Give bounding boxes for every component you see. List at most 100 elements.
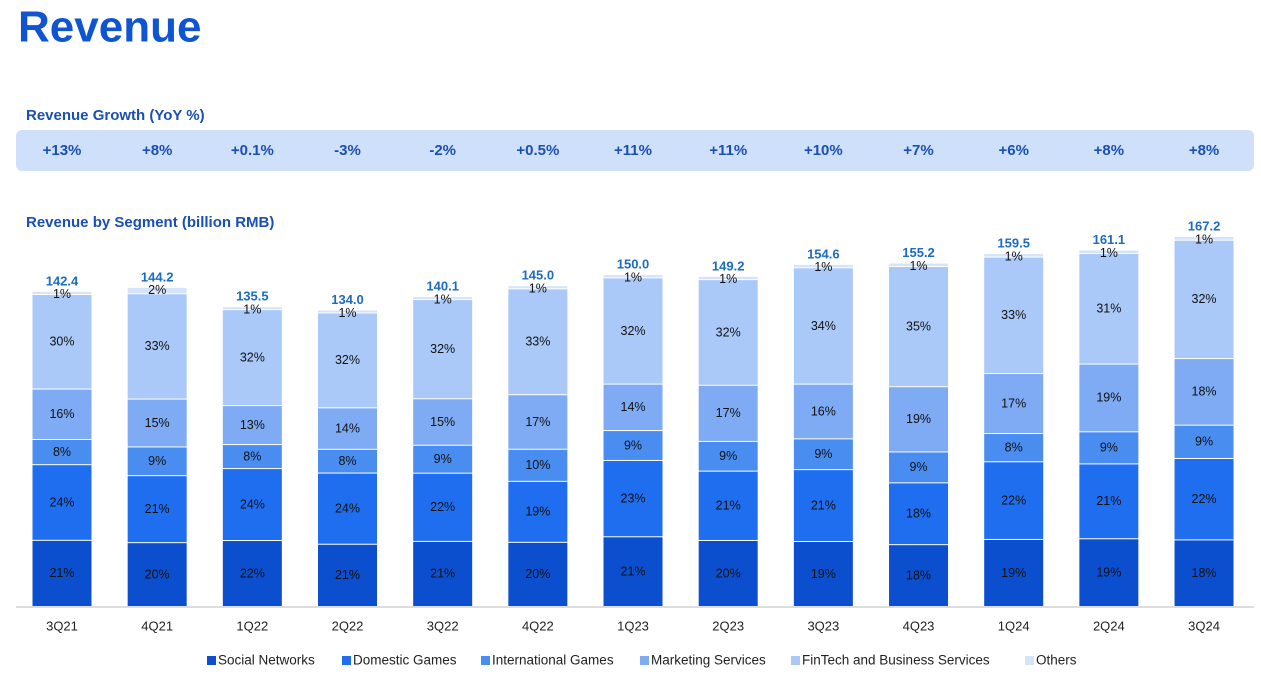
x-tick-label: 3Q21 [46,618,78,633]
data-label: 9% [719,449,737,463]
data-label: 23% [621,491,646,505]
bar-segment [793,384,853,439]
data-label: 31% [1096,302,1121,316]
bar-segment [889,387,949,452]
total-label: 155.2 [902,245,935,260]
data-label: 17% [525,415,550,429]
data-label: 9% [1100,441,1118,455]
legend-swatch [207,656,216,665]
bar-segment [1174,459,1234,540]
bar-segment [222,541,282,606]
data-label: 1% [1100,246,1118,260]
bar-segment [698,276,758,280]
data-label: 2% [148,283,166,297]
legend-label: Domestic Games [353,653,457,668]
growth-title: Revenue Growth (YoY %) [26,107,205,124]
data-label: 21% [430,567,455,581]
total-label: 167.2 [1188,218,1221,233]
data-label: 20% [525,567,550,581]
chart-subtitle: Revenue by Segment (billion RMB) [26,214,274,231]
data-label: 1% [53,287,71,301]
data-label: 33% [145,339,170,353]
bar-segment [127,543,187,606]
data-label: 21% [621,564,646,578]
bar-segment [1079,464,1139,539]
bar-segment [222,307,282,310]
bar-segment [413,445,473,473]
growth-value: +7% [903,142,933,159]
bar-segment [889,266,949,387]
bar-segment [1079,254,1139,364]
data-label: 17% [1001,396,1026,410]
data-label: 9% [1195,435,1213,449]
total-label: 150.0 [617,256,650,271]
bar-segment [793,541,853,606]
growth-value: +10% [804,142,843,159]
bar-segment [222,310,282,406]
total-label: 140.1 [426,278,459,293]
bar-segment [318,544,378,606]
data-label: 9% [624,438,642,452]
x-tick-label: 1Q24 [998,618,1030,633]
data-label: 14% [335,421,360,435]
bar-segment [698,280,758,385]
growth-value: +0.5% [516,142,559,159]
x-tick-label: 2Q24 [1093,618,1125,633]
bar-segment [889,545,949,606]
data-label: 1% [909,259,927,273]
data-label: 9% [814,447,832,461]
bar-segment [698,540,758,606]
legend-label: FinTech and Business Services [802,653,990,668]
data-label: 9% [434,452,452,466]
growth-value: +11% [709,142,747,159]
legend-label: Marketing Services [651,653,766,668]
x-tick-label: 4Q22 [522,618,554,633]
total-label: 144.2 [141,269,174,284]
bar-segment [32,291,92,295]
data-label: 20% [145,567,170,581]
bar-segment [1079,539,1139,606]
data-label: 22% [430,500,455,514]
bar-segment [1079,250,1139,254]
bar-segment [413,473,473,541]
bar-segment [1079,364,1139,432]
data-label: 15% [145,416,170,430]
data-label: 19% [906,412,931,426]
data-label: 32% [430,342,455,356]
bar-segment [1079,432,1139,464]
x-tick-label: 2Q23 [712,618,744,633]
data-label: 24% [240,497,265,511]
bar-segment [889,263,949,266]
bar-segment [889,483,949,545]
data-label: 8% [53,445,71,459]
bar-segment [793,264,853,268]
bar-segment [318,313,378,408]
data-label: 22% [240,566,265,580]
legend-label: International Games [492,653,614,668]
bar-segment [1174,237,1234,240]
bar-segment [127,294,187,399]
data-label: 16% [811,404,836,418]
legend-swatch [342,656,351,665]
bar-segment [32,540,92,606]
chart-title: Revenue [18,3,201,52]
total-label: 149.2 [712,258,745,273]
data-label: 19% [1096,565,1121,579]
x-tick-label: 3Q23 [807,618,839,633]
data-label: 1% [434,292,452,306]
data-label: 21% [335,568,360,582]
growth-value: +8% [1094,142,1124,159]
bar-segment [984,374,1044,434]
data-label: 1% [529,281,547,295]
bar-segment [1174,240,1234,359]
data-label: 35% [906,319,931,333]
bar-segment [32,295,92,389]
bar-segment [698,385,758,441]
data-label: 18% [1192,385,1217,399]
data-label: 20% [716,566,741,580]
bar-segment [413,300,473,399]
data-label: 14% [621,400,646,414]
bar-segment [984,462,1044,539]
bar-segment [413,296,473,300]
growth-value: +13% [43,142,82,159]
